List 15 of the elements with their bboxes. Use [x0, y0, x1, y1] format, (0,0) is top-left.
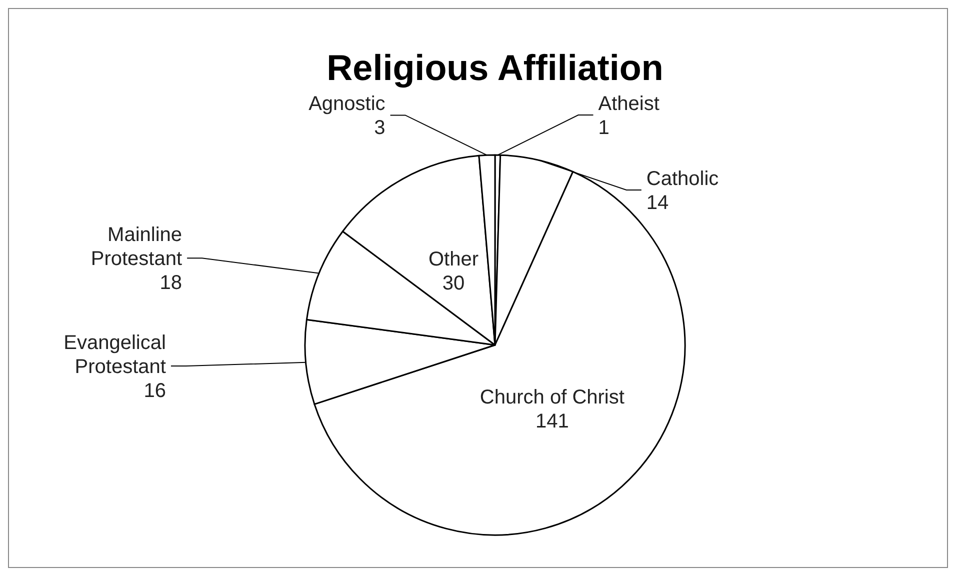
slice-label: Mainline Protestant: [90, 224, 182, 270]
data-label: 141: [535, 410, 569, 433]
slice-label: Other: [428, 248, 479, 270]
data-label: 18: [160, 272, 182, 294]
data-label: 3: [374, 117, 386, 140]
slice-label: Evangelical Protestant: [64, 332, 166, 378]
data-label: 16: [144, 380, 166, 402]
data-label: 1: [598, 117, 610, 140]
slice-label: Church of Christ: [480, 386, 625, 409]
data-label: 30: [442, 272, 465, 294]
slice-label: Agnostic: [308, 93, 386, 116]
slice-label: Atheist: [598, 93, 660, 116]
chart-title: Religious Affiliation: [326, 47, 664, 88]
data-label: 14: [646, 192, 669, 214]
slice-label: Catholic: [646, 168, 719, 190]
